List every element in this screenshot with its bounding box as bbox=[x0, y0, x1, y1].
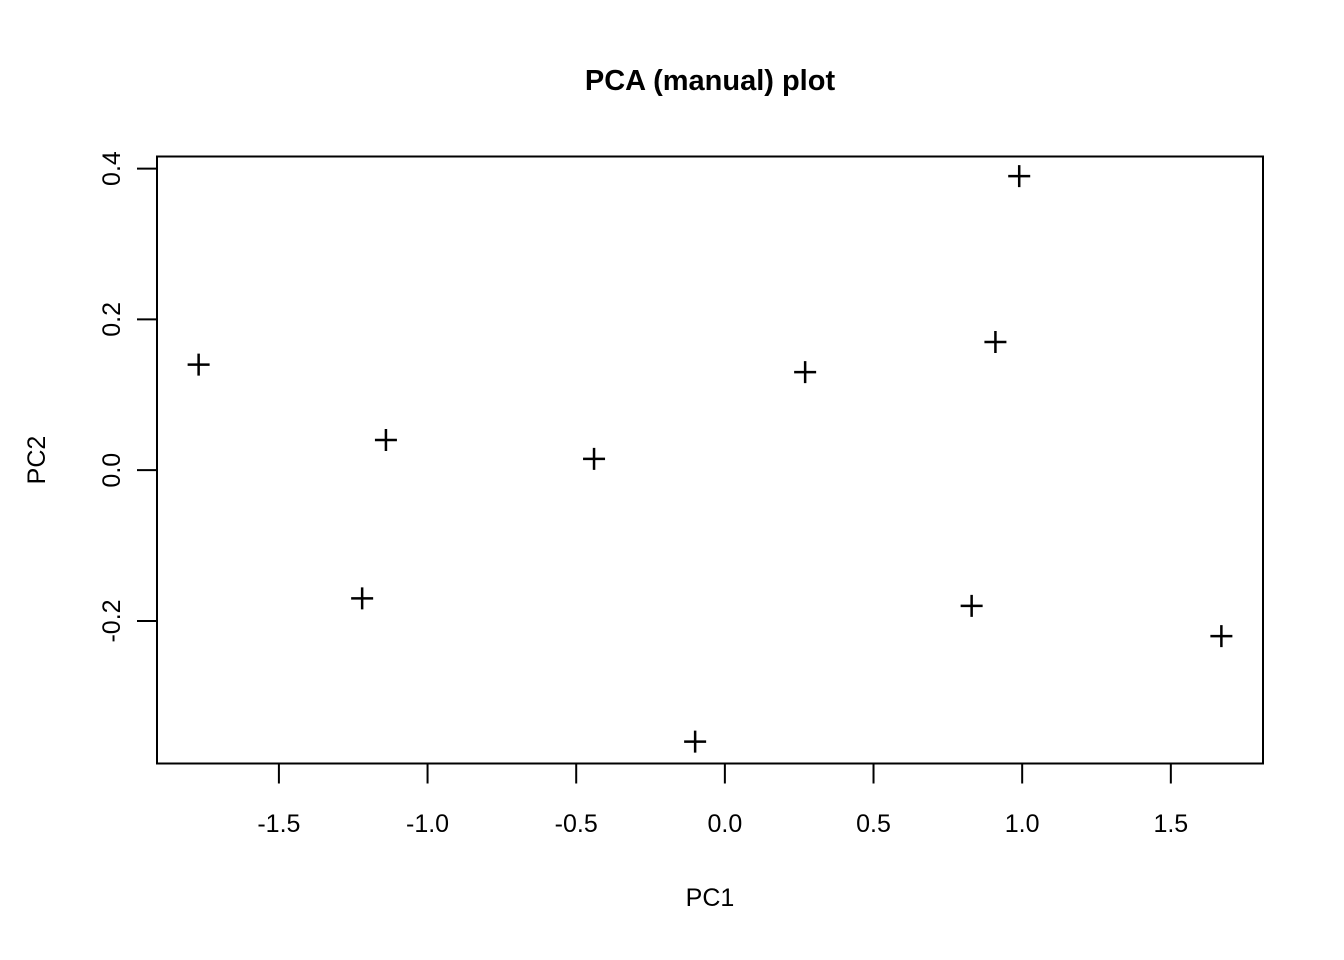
x-tick-label: -1.5 bbox=[257, 810, 300, 838]
data-point-marker bbox=[351, 587, 374, 610]
y-tick-label: -0.2 bbox=[98, 599, 126, 642]
data-point-marker bbox=[1210, 625, 1233, 648]
data-point-marker bbox=[583, 447, 606, 470]
data-point-marker bbox=[374, 429, 397, 452]
y-tick-label: 0.2 bbox=[98, 302, 126, 337]
data-point-marker bbox=[1008, 165, 1031, 188]
x-tick-label: 0.5 bbox=[856, 810, 891, 838]
x-tick-label: 1.0 bbox=[1005, 810, 1040, 838]
data-point-marker bbox=[187, 353, 210, 376]
data-point-marker bbox=[794, 361, 817, 384]
x-tick-label: -1.0 bbox=[406, 810, 449, 838]
chart-title: PCA (manual) plot bbox=[585, 65, 836, 97]
x-axis-label: PC1 bbox=[686, 884, 735, 912]
y-tick-label: 0.4 bbox=[98, 151, 126, 186]
data-point-marker bbox=[984, 330, 1007, 353]
chart-layer: -1.5 -1.0 -0.5 0.0 0.5 1.0 1.5 -0.2 0.0 0.2 0.4 bbox=[98, 151, 1264, 838]
x-tick-label: 1.5 bbox=[1153, 810, 1188, 838]
data-point-marker bbox=[960, 594, 983, 617]
plot-box bbox=[156, 155, 1264, 765]
x-tick-label: -0.5 bbox=[555, 810, 598, 838]
data-point-marker bbox=[684, 730, 707, 753]
y-axis-label: PC2 bbox=[23, 436, 51, 485]
y-tick-label: 0.0 bbox=[98, 453, 126, 488]
x-tick-label: 0.0 bbox=[707, 810, 742, 838]
